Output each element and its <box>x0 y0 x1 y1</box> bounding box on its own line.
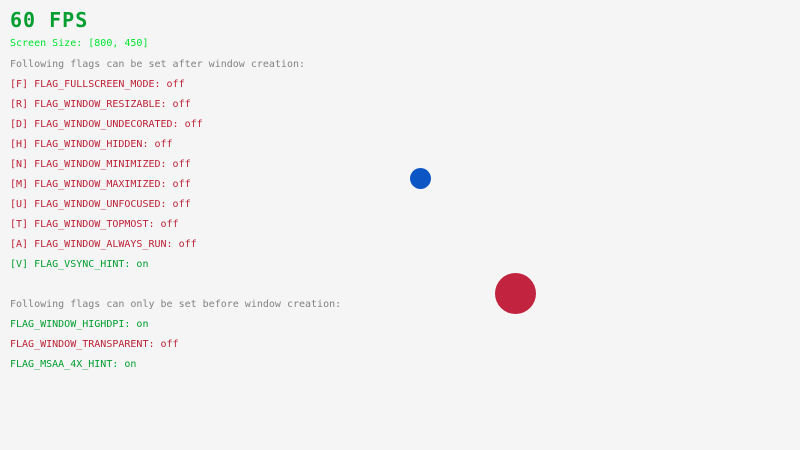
flag-row: [N] FLAG_WINDOW_MINIMIZED: off <box>10 159 191 170</box>
flags-before-creation-header: Following flags can only be set before w… <box>10 299 342 310</box>
flag-row: FLAG_WINDOW_TRANSPARENT: off <box>10 339 179 350</box>
flag-row: [F] FLAG_FULLSCREEN_MODE: off <box>10 79 185 90</box>
flag-row: [V] FLAG_VSYNC_HINT: on <box>10 259 149 270</box>
flag-row: [T] FLAG_WINDOW_TOPMOST: off <box>10 219 179 230</box>
flag-row: [A] FLAG_WINDOW_ALWAYS_RUN: off <box>10 239 197 250</box>
red-ball <box>494 272 536 314</box>
flags-before-creation-section: Following flags can only be set before w… <box>10 299 800 379</box>
flag-row: [M] FLAG_WINDOW_MAXIMIZED: off <box>10 179 191 190</box>
flag-row: [U] FLAG_WINDOW_UNFOCUSED: off <box>10 199 191 210</box>
flag-row: [R] FLAG_WINDOW_RESIZABLE: off <box>10 99 191 110</box>
flag-row: [D] FLAG_WINDOW_UNDECORATED: off <box>10 119 203 130</box>
flag-row: FLAG_WINDOW_HIGHDPI: on <box>10 319 149 330</box>
flag-row: [H] FLAG_WINDOW_HIDDEN: off <box>10 139 173 150</box>
blue-ball <box>409 167 431 189</box>
screen-size-label: Screen Size: [800, 450] <box>10 38 149 49</box>
flag-row: FLAG_MSAA_4X_HINT: on <box>10 359 137 370</box>
flags-after-creation-header: Following flags can be set after window … <box>10 59 306 70</box>
fps-counter: 60 FPS <box>10 8 89 32</box>
flags-after-creation-section: Following flags can be set after window … <box>10 59 800 279</box>
